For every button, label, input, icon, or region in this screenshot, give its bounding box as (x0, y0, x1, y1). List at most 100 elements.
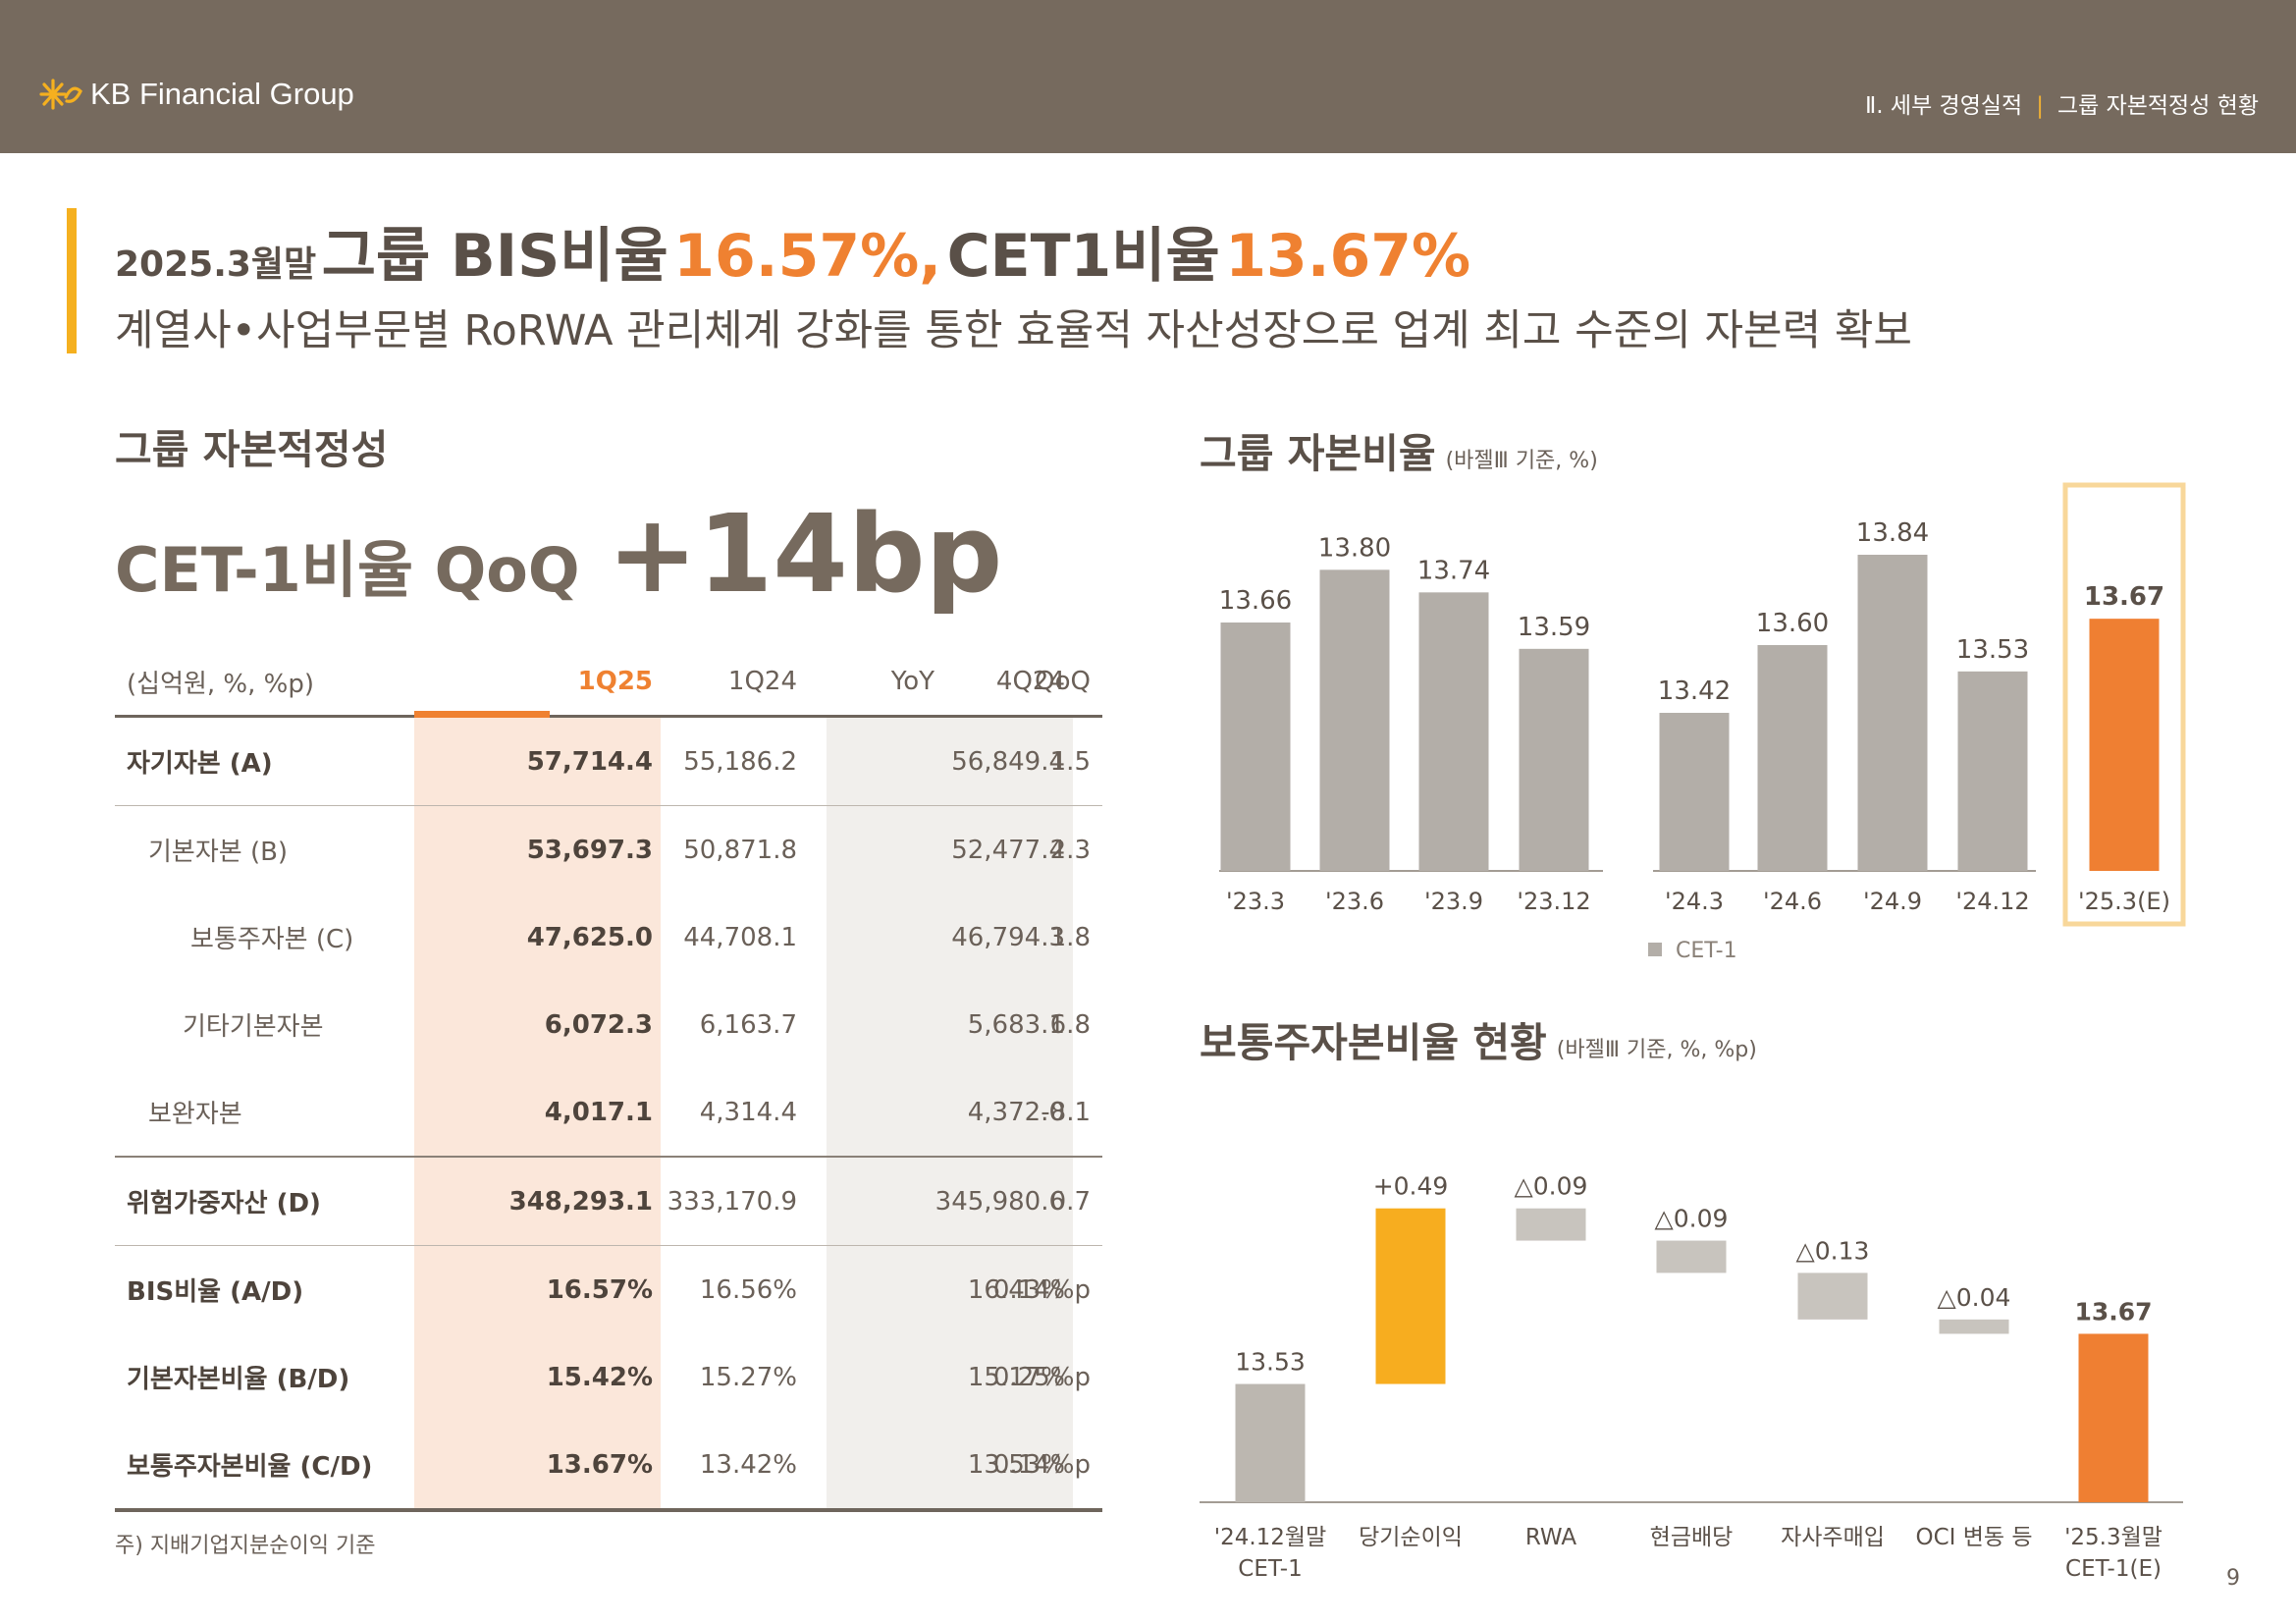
column-header: YoY (890, 667, 934, 696)
x-tick-label: '24.12월말 (1214, 1525, 1327, 1550)
column-header: 1Q24 (727, 667, 797, 696)
table-cell: 47,625.0 (414, 893, 661, 981)
chart1-title: 그룹 자본비율 (바젤Ⅲ 기준, %) (1200, 420, 1598, 479)
table-cell: 4,314.4 (699, 1097, 797, 1127)
table-row: 보완자본 4,017.1 4,314.4 -6.9 4,372.0 -8.1 (115, 1068, 1102, 1158)
table-cell: 1.8 (1049, 922, 1091, 952)
data-label: 13.42 (1658, 677, 1731, 706)
data-label: △0.09 (1515, 1172, 1588, 1201)
table-cell: 15.27% (699, 1362, 797, 1392)
row-label: BIS비율 (A/D) (127, 1277, 304, 1307)
data-label: 13.67 (2074, 1297, 2152, 1326)
headline-cet1-label: CET1비율 (946, 222, 1220, 291)
bar (1957, 671, 2028, 871)
row-label: 보완자본 (148, 1100, 242, 1129)
chart1-highlight-box (2062, 482, 2186, 927)
table-cell: 13.42% (699, 1449, 797, 1480)
cet1-qoq-label: CET-1비율 QoQ (115, 534, 580, 606)
x-tick-label: '24.12 (1955, 888, 2029, 915)
subheadline: 계열사•사업부문별 RoRWA 관리체계 강화를 통한 효율적 자산성장으로 업… (115, 306, 1912, 355)
x-tick-label: '23.12 (1517, 888, 1590, 915)
table-cell: 6,072.3 (414, 981, 661, 1068)
breadcrumb-section: Ⅱ. 세부 경영실적 (1864, 93, 2023, 119)
table-row: 기타기본자본 6,072.3 6,163.7 -1.5 5,683.1 6.8 (115, 981, 1102, 1068)
table-cell: 56,849.4 (827, 718, 1073, 805)
table-row: 위험가중자산 (D) 348,293.1 333,170.9 4.5 345,9… (115, 1158, 1102, 1246)
table-cell: 6,163.7 (699, 1009, 797, 1040)
breadcrumb: Ⅱ. 세부 경영실적 | 그룹 자본적정성 현황 (1865, 86, 2259, 120)
bar (1418, 592, 1489, 871)
data-label: 13.53 (1235, 1348, 1306, 1377)
table-row: 기본자본비율 (B/D) 15.42% 15.27% 0.15%p 15.17%… (115, 1333, 1102, 1421)
table-unit: (십억원, %, %p) (127, 669, 315, 699)
data-label: 13.60 (1756, 609, 1829, 638)
chart1-title-text: 그룹 자본비율 (1200, 430, 1436, 477)
row-label: 보통주자본비율 (C/D) (127, 1452, 373, 1482)
x-tick-label: CET-1 (1238, 1556, 1302, 1582)
table-cell: 13.53% (827, 1421, 1073, 1508)
table-cell: 0.14%p (992, 1274, 1091, 1305)
data-label: 13.67 (2084, 582, 2164, 612)
data-label: 13.74 (1417, 556, 1490, 585)
bar (1797, 1272, 1868, 1320)
table-cell: 16.57% (414, 1246, 661, 1333)
legend-swatch (1648, 943, 1662, 956)
headline-date: 2025.3월말 (115, 244, 317, 285)
x-tick-label: '23.6 (1325, 888, 1384, 915)
table-cell: 1.5 (1049, 746, 1091, 777)
x-tick-label: RWA (1525, 1525, 1577, 1550)
x-tick-label: 자사주매입 (1781, 1525, 1885, 1550)
headline-cet1-value: 13.67% (1225, 222, 1471, 291)
bar (1235, 1383, 1306, 1502)
table-cell: 4,017.1 (414, 1068, 661, 1156)
row-label: 기본자본비율 (B/D) (127, 1365, 350, 1394)
data-label: 13.84 (1856, 518, 1929, 548)
brand-logo[interactable]: KB Financial Group (39, 77, 354, 112)
kb-star-icon (39, 79, 82, 110)
data-label: +0.49 (1373, 1172, 1449, 1201)
chart2-title-text: 보통주자본비율 현황 (1200, 1019, 1547, 1066)
row-label: 기본자본 (B) (148, 838, 289, 867)
row-label: 위험가중자산 (D) (127, 1189, 321, 1218)
bar (1757, 645, 1828, 871)
current-quarter-marker (414, 711, 550, 721)
x-tick-label: '24.9 (1863, 888, 1922, 915)
headline-bis-value: 16.57%, (673, 222, 941, 291)
cet1-qoq-value: +14bp (607, 491, 1003, 617)
header-bar: KB Financial Group Ⅱ. 세부 경영실적 | 그룹 자본적정성 현… (0, 0, 2296, 153)
x-tick-label: CET-1(E) (2065, 1556, 2162, 1582)
bar (1939, 1319, 2009, 1334)
capital-adequacy-table: (십억원, %, %p) 1Q25 1Q24 YoY 4Q24 QoQ 자기자본… (115, 648, 1102, 1512)
column-header: 4Q24 (995, 667, 1065, 696)
legend-label: CET-1 (1676, 939, 1737, 963)
table-cell: 52,477.4 (827, 806, 1073, 893)
data-label: △0.13 (1796, 1236, 1870, 1265)
x-tick-label: '24.6 (1763, 888, 1822, 915)
x-tick-label: '25.3월말 (2064, 1525, 2163, 1550)
table-cell: 15.17% (827, 1333, 1073, 1421)
column-header: QoQ (1035, 667, 1091, 696)
breadcrumb-separator: | (2036, 93, 2044, 119)
table-cell: 0.7 (1049, 1186, 1091, 1217)
table-cell: 333,170.9 (667, 1186, 797, 1217)
headline-bis-label: 그룹 BIS비율 (321, 222, 668, 291)
table-cell: 16.56% (699, 1274, 797, 1305)
table-cell: 0.25%p (992, 1362, 1091, 1392)
x-tick-label: '23.3 (1226, 888, 1285, 915)
table-row: 기본자본 (B) 53,697.3 50,871.8 5.6 52,477.4 … (115, 806, 1102, 893)
table-cell: 16.43% (827, 1246, 1073, 1333)
brand-name: KB Financial Group (90, 77, 354, 111)
table-top-rule (115, 715, 1102, 718)
data-label: △0.04 (1938, 1283, 2011, 1312)
x-tick-label: '24.3 (1665, 888, 1724, 915)
data-label: 13.59 (1518, 613, 1590, 642)
table-cell: 15.42% (414, 1333, 661, 1421)
chart2-subtitle: (바젤Ⅲ 기준, %, %p) (1556, 1038, 1757, 1062)
table-cell: 345,980.6 (827, 1158, 1073, 1245)
row-label: 보통주자본 (C) (190, 925, 354, 954)
table-cell: -8.1 (1041, 1097, 1091, 1127)
row-label: 자기자본 (A) (127, 749, 273, 779)
table-cell: 0.14%p (992, 1449, 1091, 1480)
